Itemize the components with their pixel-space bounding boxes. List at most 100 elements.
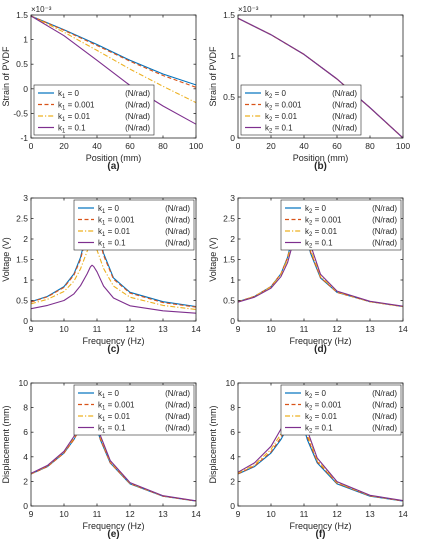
y-tick-label: 0	[23, 316, 28, 326]
series-line-a-3	[31, 15, 196, 125]
legend-unit: (N/rad)	[372, 401, 397, 410]
legend-unit: (N/rad)	[125, 89, 150, 98]
legend-unit: (N/rad)	[125, 101, 150, 110]
x-axis-label: Frequency (Hz)	[289, 336, 351, 346]
legend-entry: k2 = 0	[305, 204, 326, 215]
legend-unit: (N/rad)	[165, 424, 190, 433]
legend-unit: (N/rad)	[125, 112, 150, 121]
x-tick-label: 9	[29, 324, 34, 334]
plot-frame	[30, 14, 197, 139]
y-tick-label: 0.5	[16, 59, 28, 69]
x-tick-label: 60	[332, 141, 342, 151]
y-tick-label: 1.5	[16, 10, 28, 20]
y-tick-label: -1	[20, 133, 28, 143]
x-tick-label: 9	[236, 324, 241, 334]
panel-caption: (f)	[316, 529, 326, 540]
x-tick-label: 13	[158, 324, 168, 334]
y-tick-label: 1	[23, 35, 28, 45]
series-group	[238, 17, 403, 138]
legend-entry: k2 = 0	[305, 389, 326, 400]
y-axis-label: Displacement (mm)	[1, 405, 11, 483]
x-tick-label: 11	[300, 509, 309, 519]
legend-unit: (N/rad)	[372, 424, 397, 433]
x-tick-label: 11	[300, 324, 309, 334]
legend-unit: (N/rad)	[332, 112, 357, 121]
x-tick-label: 12	[125, 509, 135, 519]
legend: k1 = 0 (N/rad) k1 = 0.001 (N/rad) k1 = 0.01 (…	[73, 384, 195, 436]
legend-unit: (N/rad)	[165, 216, 190, 225]
y-axis-exponent: ×10⁻³	[238, 5, 259, 14]
y-tick-label: 0	[230, 316, 235, 326]
y-tick-label: 2.5	[16, 214, 28, 224]
x-tick-label: 100	[189, 141, 203, 151]
legend-unit: (N/rad)	[372, 204, 397, 213]
legend: k2 = 0 (N/rad) k2 = 0.001 (N/rad) k2 = 0.01 (…	[280, 384, 402, 436]
legend-unit: (N/rad)	[372, 239, 397, 248]
x-tick-label: 60	[125, 141, 135, 151]
x-tick-label: 14	[191, 324, 201, 334]
series-line-b-3	[238, 17, 403, 138]
y-axis-exponent: ×10⁻³	[31, 5, 52, 14]
x-tick-label: 10	[59, 509, 69, 519]
legend-unit: (N/rad)	[165, 227, 190, 236]
legend-entry: k2 = 0.01	[265, 112, 298, 123]
legend-unit: (N/rad)	[125, 124, 150, 133]
legend-unit: (N/rad)	[372, 227, 397, 236]
x-axis-label: Frequency (Hz)	[289, 521, 351, 531]
x-tick-label: 14	[398, 324, 408, 334]
y-tick-label: 3	[23, 193, 28, 203]
legend-entry: k2 = 0.01	[305, 227, 338, 238]
x-tick-label: 13	[365, 509, 375, 519]
legend-entry: k2 = 0.1	[305, 239, 333, 250]
legend-entry: k2 = 0	[265, 89, 286, 100]
plot-frame	[237, 14, 404, 139]
x-tick-label: 0	[29, 141, 34, 151]
x-tick-label: 12	[125, 324, 135, 334]
y-tick-label: 10	[19, 378, 29, 388]
y-tick-label: 0	[230, 501, 235, 511]
series-line-e-1	[31, 410, 196, 502]
x-tick-label: 80	[365, 141, 375, 151]
y-tick-label: 10	[226, 378, 236, 388]
legend-unit: (N/rad)	[332, 101, 357, 110]
x-tick-label: 10	[266, 509, 276, 519]
legend-entry: k1 = 0.1	[98, 239, 126, 250]
x-tick-label: 12	[332, 509, 342, 519]
y-tick-label: -0.5	[13, 108, 28, 118]
y-axis-label: Strain of PVDF	[208, 46, 218, 107]
legend-entry: k1 = 0.001	[98, 401, 135, 412]
y-tick-label: 0	[230, 133, 235, 143]
y-tick-label: 2.5	[223, 214, 235, 224]
chart-panel-d: 9 10 11 12 13 14 0 0.5 1 1.5 2 2.5 3 Frequency (Hz) Vo…	[208, 193, 408, 355]
plot-frame	[237, 382, 404, 507]
legend-unit: (N/rad)	[165, 401, 190, 410]
x-tick-label: 40	[299, 141, 309, 151]
x-tick-label: 11	[93, 324, 102, 334]
legend-entry: k1 = 0.01	[58, 112, 91, 123]
legend: k1 = 0 (N/rad) k1 = 0.001 (N/rad) k1 = 0.01 (…	[73, 199, 195, 251]
chart-panel-b: 0 20 40 60 80 100 0 0.5 1 1.5×10⁻³ Position (mm) St…	[208, 5, 410, 172]
legend-entry: k2 = 0.001	[305, 216, 342, 227]
x-axis-label: Position (mm)	[293, 153, 349, 163]
x-tick-label: 10	[59, 324, 69, 334]
legend-unit: (N/rad)	[372, 216, 397, 225]
y-tick-label: 1.5	[223, 255, 235, 265]
y-axis-label: Displacement (mm)	[208, 405, 218, 483]
y-axis-label: Voltage (V)	[1, 237, 11, 282]
y-tick-label: 0	[23, 84, 28, 94]
y-tick-label: 0.5	[223, 296, 235, 306]
legend-unit: (N/rad)	[372, 412, 397, 421]
legend-entry: k2 = 0.1	[265, 124, 293, 135]
legend-entry: k1 = 0.1	[98, 424, 126, 435]
legend: k2 = 0 (N/rad) k2 = 0.001 (N/rad) k2 = 0.01 (…	[240, 84, 362, 136]
y-tick-label: 6	[23, 427, 28, 437]
y-tick-label: 0	[23, 501, 28, 511]
y-tick-label: 4	[23, 452, 28, 462]
x-tick-label: 11	[93, 509, 102, 519]
legend-unit: (N/rad)	[165, 412, 190, 421]
y-tick-label: 4	[230, 452, 235, 462]
chart-panel-e: 9 10 11 12 13 14 0 2 4 6 8 10 Frequency (Hz) Displace…	[1, 378, 201, 540]
x-tick-label: 13	[365, 324, 375, 334]
y-tick-label: 1	[230, 275, 235, 285]
